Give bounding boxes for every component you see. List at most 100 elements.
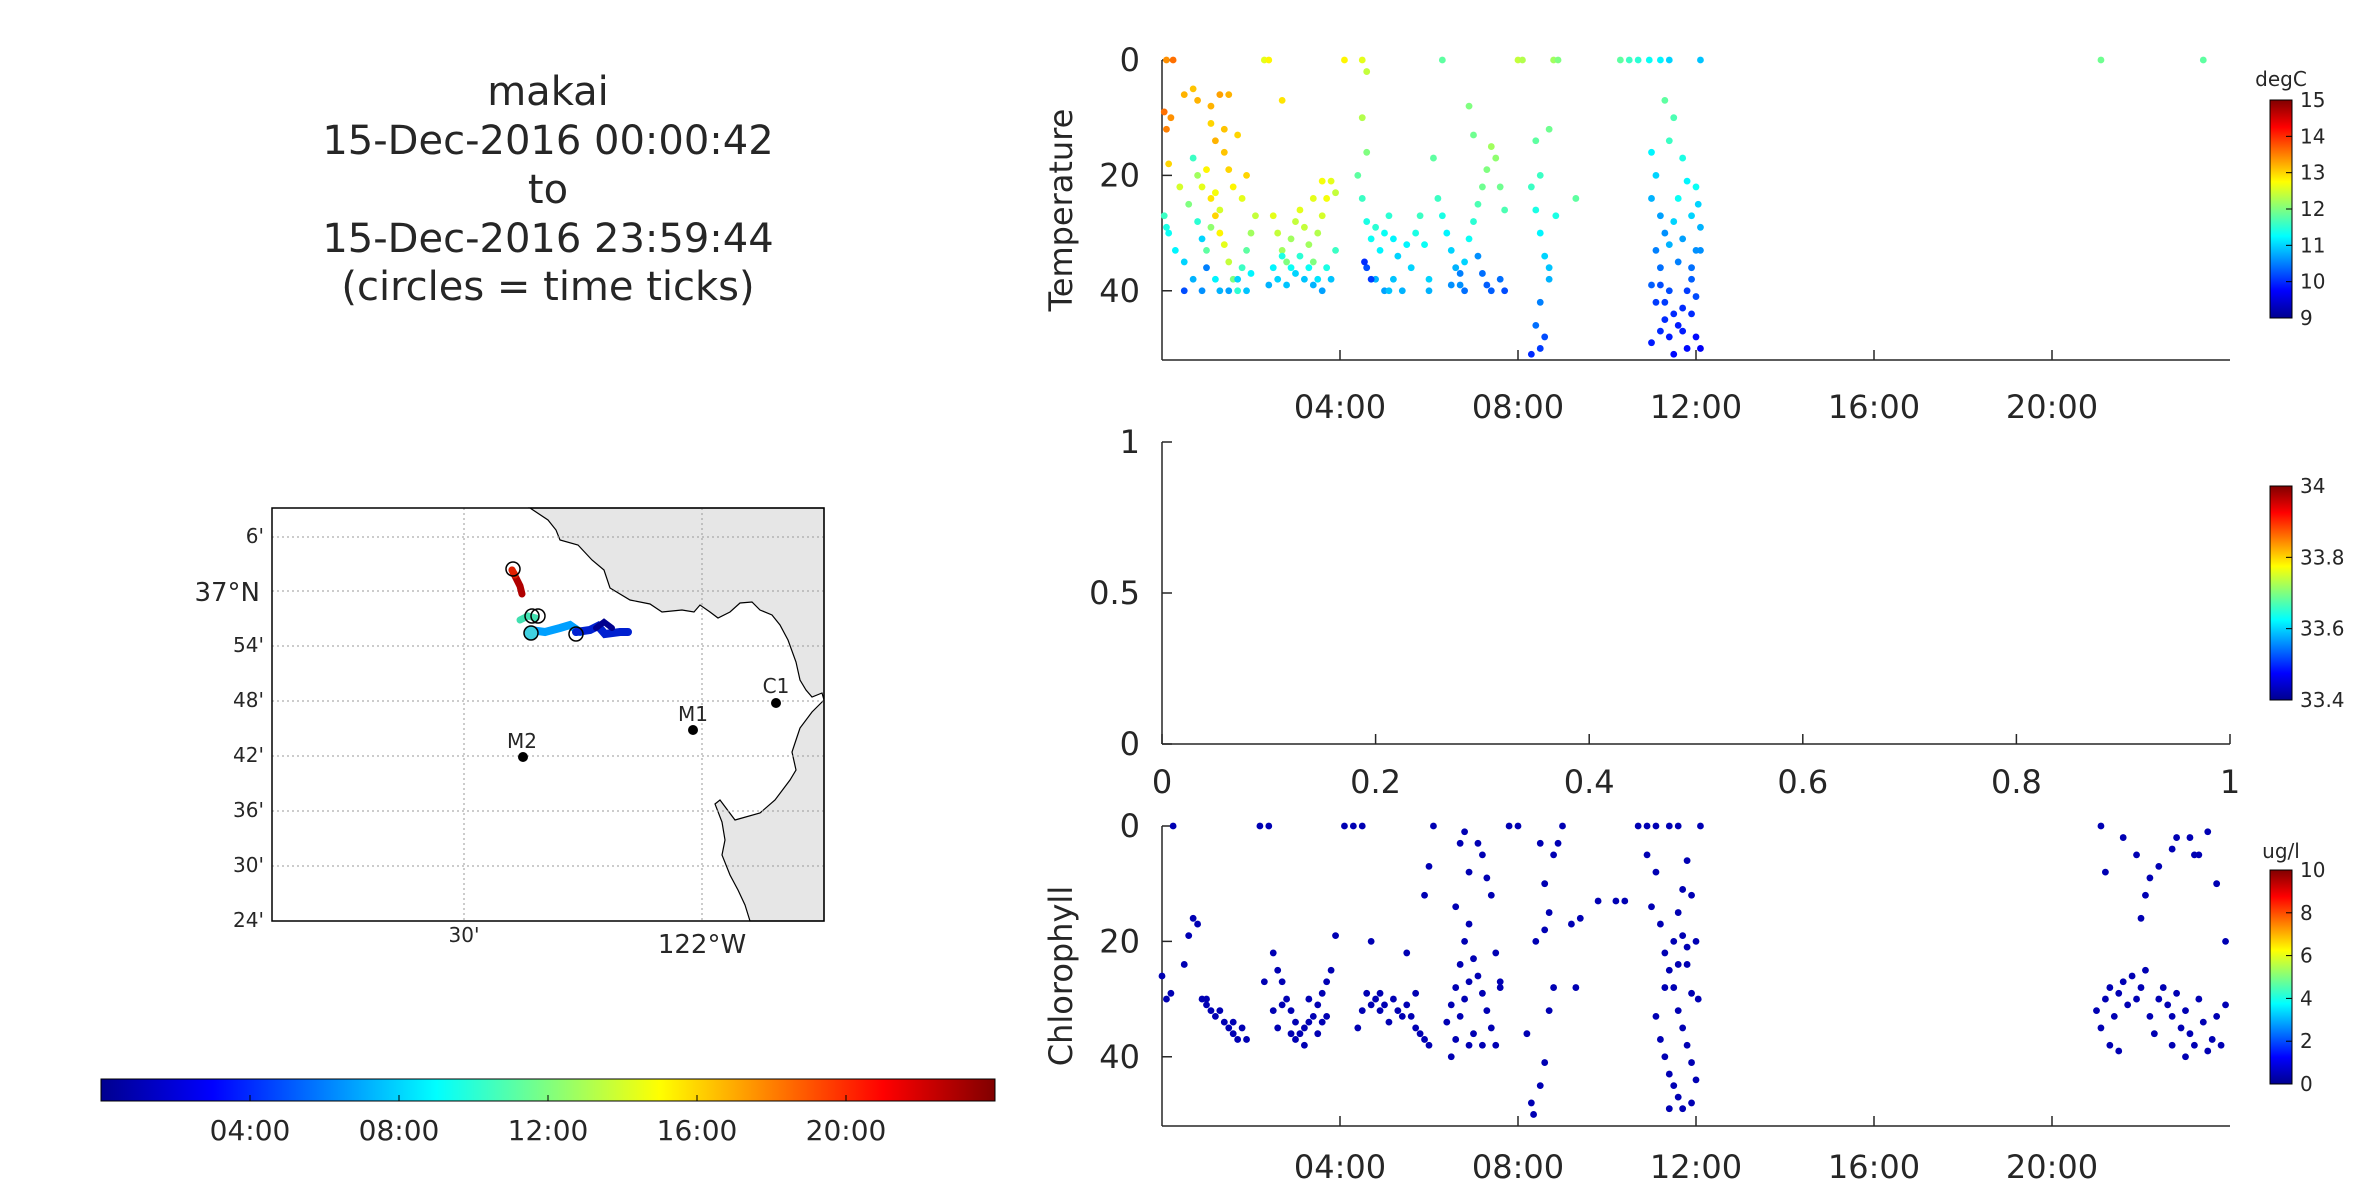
data-point bbox=[1634, 822, 1642, 830]
data-point bbox=[2155, 995, 2163, 1003]
data-point bbox=[1474, 839, 1482, 847]
data-point bbox=[1648, 195, 1655, 202]
data-point bbox=[1643, 822, 1651, 830]
data-point bbox=[1461, 258, 1468, 266]
data-point bbox=[1358, 195, 1366, 202]
data-point bbox=[1407, 264, 1415, 272]
data-point bbox=[1487, 1024, 1495, 1032]
data-point bbox=[2150, 1030, 2158, 1038]
data-point bbox=[1243, 171, 1250, 179]
data-point bbox=[1390, 275, 1397, 283]
data-point bbox=[1688, 891, 1695, 899]
data-point bbox=[1354, 1024, 1362, 1032]
data-point bbox=[1203, 1001, 1210, 1009]
data-point bbox=[1269, 949, 1277, 957]
data-point bbox=[1203, 995, 1210, 1003]
data-point bbox=[1274, 1024, 1282, 1032]
colorbar-gradient bbox=[2269, 869, 2293, 1085]
map-grid bbox=[272, 508, 824, 921]
data-point bbox=[1461, 995, 1468, 1003]
data-point bbox=[1207, 223, 1215, 231]
time-tick-marker bbox=[523, 625, 539, 641]
title-line-4: 15-Dec-2016 23:59:44 bbox=[322, 216, 773, 262]
data-point bbox=[1532, 206, 1540, 214]
colorbar-gradient bbox=[2269, 485, 2293, 701]
data-point bbox=[1665, 333, 1673, 341]
time-tick-marker bbox=[505, 561, 521, 577]
vehicle-track bbox=[508, 566, 632, 639]
track-segment-night bbox=[508, 566, 519, 579]
x-tick-label: 0.6 bbox=[1777, 763, 1828, 801]
data-point bbox=[1269, 212, 1277, 220]
data-point bbox=[1363, 218, 1371, 225]
data-point bbox=[1536, 345, 1544, 352]
data-point bbox=[1229, 1018, 1237, 1026]
data-point bbox=[1318, 287, 1326, 295]
data-point bbox=[1220, 241, 1228, 249]
data-point bbox=[1305, 995, 1313, 1003]
data-point bbox=[1265, 822, 1273, 830]
data-point bbox=[2093, 1007, 2100, 1015]
data-point bbox=[1390, 235, 1397, 243]
data-point bbox=[1292, 218, 1299, 225]
data-point bbox=[1363, 989, 1371, 997]
data-point bbox=[1416, 212, 1424, 220]
data-point bbox=[1661, 1053, 1669, 1061]
data-point bbox=[1367, 1001, 1375, 1009]
data-point bbox=[1670, 350, 1678, 358]
data-point bbox=[1189, 914, 1197, 922]
x-tick-label: 04:00 bbox=[1294, 388, 1386, 426]
data-point bbox=[1616, 56, 1624, 64]
data-point bbox=[1203, 264, 1210, 272]
data-point bbox=[1447, 281, 1455, 289]
data-point bbox=[1167, 989, 1175, 997]
colorbar-tick-label: 10 bbox=[2300, 270, 2325, 294]
data-point bbox=[1278, 978, 1286, 986]
data-point bbox=[1523, 1030, 1531, 1038]
data-point bbox=[1314, 275, 1322, 283]
data-point bbox=[1674, 1093, 1682, 1101]
data-point bbox=[1648, 281, 1655, 289]
x-tick-label: 08:00 bbox=[1472, 1148, 1564, 1181]
colorbar-tick-label: 6 bbox=[2300, 944, 2313, 968]
data-point bbox=[1283, 258, 1290, 266]
data-point bbox=[1670, 114, 1678, 122]
data-point bbox=[1532, 137, 1540, 145]
data-point bbox=[2124, 1001, 2132, 1009]
y-axis-label: Temperature bbox=[1042, 109, 1080, 313]
data-point bbox=[1416, 1030, 1424, 1038]
data-point bbox=[1207, 102, 1215, 110]
y-tick-label: 0 bbox=[1120, 725, 1140, 763]
data-point bbox=[2222, 1001, 2229, 1009]
data-point bbox=[1225, 287, 1233, 295]
data-point bbox=[1674, 909, 1682, 916]
data-point bbox=[1683, 943, 1691, 951]
data-point bbox=[1447, 1053, 1455, 1061]
map-lat-label: 24' bbox=[233, 908, 264, 932]
data-point bbox=[1483, 166, 1491, 174]
x-tick-label: 1 bbox=[2220, 763, 2240, 801]
data-point bbox=[1487, 287, 1495, 295]
colorbar-tick-label: 0 bbox=[2300, 1072, 2313, 1096]
data-point bbox=[1461, 828, 1468, 836]
data-point bbox=[1545, 909, 1553, 916]
data-point bbox=[1212, 137, 1219, 145]
title-line-2: 15-Dec-2016 00:00:42 bbox=[322, 118, 773, 164]
data-point bbox=[1483, 281, 1491, 289]
data-point bbox=[1657, 212, 1664, 220]
data-point bbox=[2222, 937, 2229, 945]
data-point bbox=[1514, 822, 1522, 830]
data-point bbox=[1385, 1018, 1393, 1026]
data-point bbox=[1381, 229, 1388, 237]
data-point bbox=[1683, 961, 1691, 968]
data-point bbox=[2159, 984, 2167, 991]
data-point bbox=[1314, 1001, 1322, 1009]
data-point bbox=[1694, 995, 1702, 1003]
x-tick-label: 20:00 bbox=[2006, 388, 2098, 426]
data-point bbox=[1688, 310, 1695, 318]
data-point bbox=[1412, 989, 1420, 997]
data-point bbox=[2142, 891, 2149, 899]
data-point bbox=[1207, 195, 1215, 202]
data-point bbox=[1301, 1041, 1308, 1049]
data-point bbox=[1594, 897, 1602, 905]
